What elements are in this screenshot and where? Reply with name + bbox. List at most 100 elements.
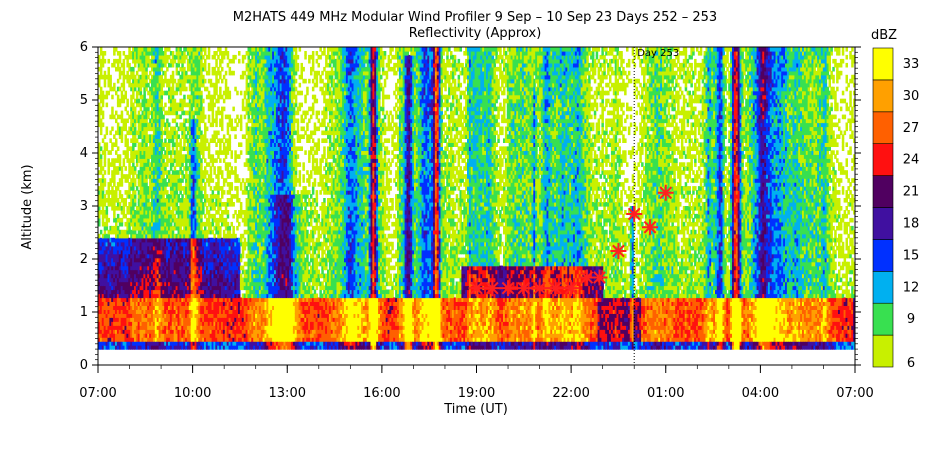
reflectivity-cell	[134, 111, 137, 116]
reflectivity-cell	[119, 154, 122, 159]
reflectivity-cell	[164, 75, 167, 80]
reflectivity-cell	[219, 158, 222, 163]
reflectivity-cell	[176, 111, 179, 116]
reflectivity-cell	[181, 170, 184, 175]
reflectivity-cell	[238, 290, 241, 295]
reflectivity-cell	[234, 127, 237, 132]
reflectivity-cell	[109, 131, 112, 136]
reflectivity-cell	[223, 134, 226, 139]
reflectivity-cell	[225, 206, 228, 211]
reflectivity-cell	[213, 206, 216, 211]
reflectivity-cell	[128, 190, 131, 195]
reflectivity-cell	[204, 115, 207, 120]
reflectivity-cell	[123, 158, 126, 163]
reflectivity-cell	[219, 87, 222, 92]
reflectivity-cell	[108, 218, 111, 223]
reflectivity-cell	[126, 59, 128, 64]
reflectivity-cell	[217, 99, 220, 104]
reflectivity-cell	[108, 158, 111, 163]
reflectivity-cell	[161, 138, 164, 143]
reflectivity-cell	[115, 138, 118, 143]
reflectivity-cell	[221, 115, 224, 120]
reflectivity-cell	[217, 131, 220, 136]
reflectivity-cell	[196, 138, 199, 143]
reflectivity-cell	[128, 47, 131, 52]
reflectivity-cell	[134, 127, 137, 132]
reflectivity-cell	[202, 111, 205, 116]
reflectivity-cell	[204, 202, 207, 207]
reflectivity-cell	[229, 142, 232, 147]
reflectivity-cell	[240, 142, 243, 147]
reflectivity-cell	[238, 222, 241, 227]
reflectivity-cell	[221, 123, 224, 128]
reflectivity-cell	[115, 47, 118, 52]
reflectivity-cell	[231, 154, 234, 159]
reflectivity-cell	[181, 63, 184, 68]
reflectivity-cell	[244, 95, 247, 100]
reflectivity-cell	[200, 91, 203, 96]
reflectivity-cell	[236, 174, 239, 179]
reflectivity-cell	[215, 91, 218, 96]
reflectivity-cell	[128, 63, 131, 68]
reflectivity-cell	[121, 178, 124, 183]
reflectivity-cell	[113, 83, 116, 88]
reflectivity-cell	[229, 95, 232, 100]
reflectivity-cell	[140, 107, 143, 112]
reflectivity-cell	[145, 178, 148, 183]
reflectivity-cell	[236, 226, 239, 231]
reflectivity-cell	[117, 95, 120, 100]
reflectivity-cell	[109, 79, 112, 84]
reflectivity-cell	[210, 79, 213, 84]
reflectivity-cell	[136, 186, 139, 191]
reflectivity-cell	[161, 111, 164, 116]
chart-title: M2HATS 449 MHz Modular Wind Profiler 9 S…	[233, 10, 717, 25]
reflectivity-cell	[223, 190, 226, 195]
reflectivity-cell	[100, 67, 103, 72]
reflectivity-cell	[106, 127, 109, 132]
reflectivity-cell	[108, 59, 111, 64]
reflectivity-cell	[104, 59, 107, 64]
reflectivity-cell	[125, 202, 128, 207]
reflectivity-cell	[134, 170, 137, 175]
reflectivity-cell	[221, 186, 224, 191]
reflectivity-cell	[161, 127, 164, 132]
reflectivity-cell	[179, 115, 182, 120]
reflectivity-cell	[231, 182, 234, 187]
reflectivity-cell	[115, 142, 118, 147]
reflectivity-cell	[176, 91, 179, 96]
reflectivity-cell	[200, 95, 203, 100]
reflectivity-cell	[100, 87, 103, 92]
reflectivity-cell	[183, 95, 186, 100]
reflectivity-cell	[106, 131, 109, 136]
reflectivity-cell	[143, 95, 146, 100]
reflectivity-cell	[179, 190, 182, 195]
reflectivity-cell	[240, 115, 243, 120]
reflectivity-cell	[206, 206, 209, 211]
reflectivity-cell	[145, 79, 148, 84]
reflectivity-cell	[204, 79, 207, 84]
reflectivity-cell	[219, 142, 222, 147]
reflectivity-cell	[161, 95, 164, 100]
reflectivity-cell	[117, 186, 120, 191]
reflectivity-cell	[213, 138, 216, 143]
reflectivity-cell	[236, 218, 239, 223]
reflectivity-cell	[168, 47, 171, 52]
reflectivity-cell	[231, 123, 234, 128]
reflectivity-cell	[200, 190, 203, 195]
reflectivity-cell	[166, 119, 169, 124]
reflectivity-cell	[179, 138, 182, 143]
reflectivity-cell	[219, 75, 222, 80]
reflectivity-cell	[168, 206, 171, 211]
reflectivity-cell	[213, 95, 216, 100]
reflectivity-cell	[140, 91, 143, 96]
reflectivity-cell	[176, 138, 179, 143]
reflectivity-cell	[229, 226, 232, 231]
reflectivity-cell	[240, 258, 243, 263]
reflectivity-cell	[198, 127, 201, 132]
reflectivity-cell	[215, 63, 218, 68]
reflectivity-cell	[225, 71, 228, 76]
reflectivity-cell	[185, 170, 188, 175]
reflectivity-cell	[221, 127, 224, 132]
reflectivity-cell	[221, 59, 224, 64]
